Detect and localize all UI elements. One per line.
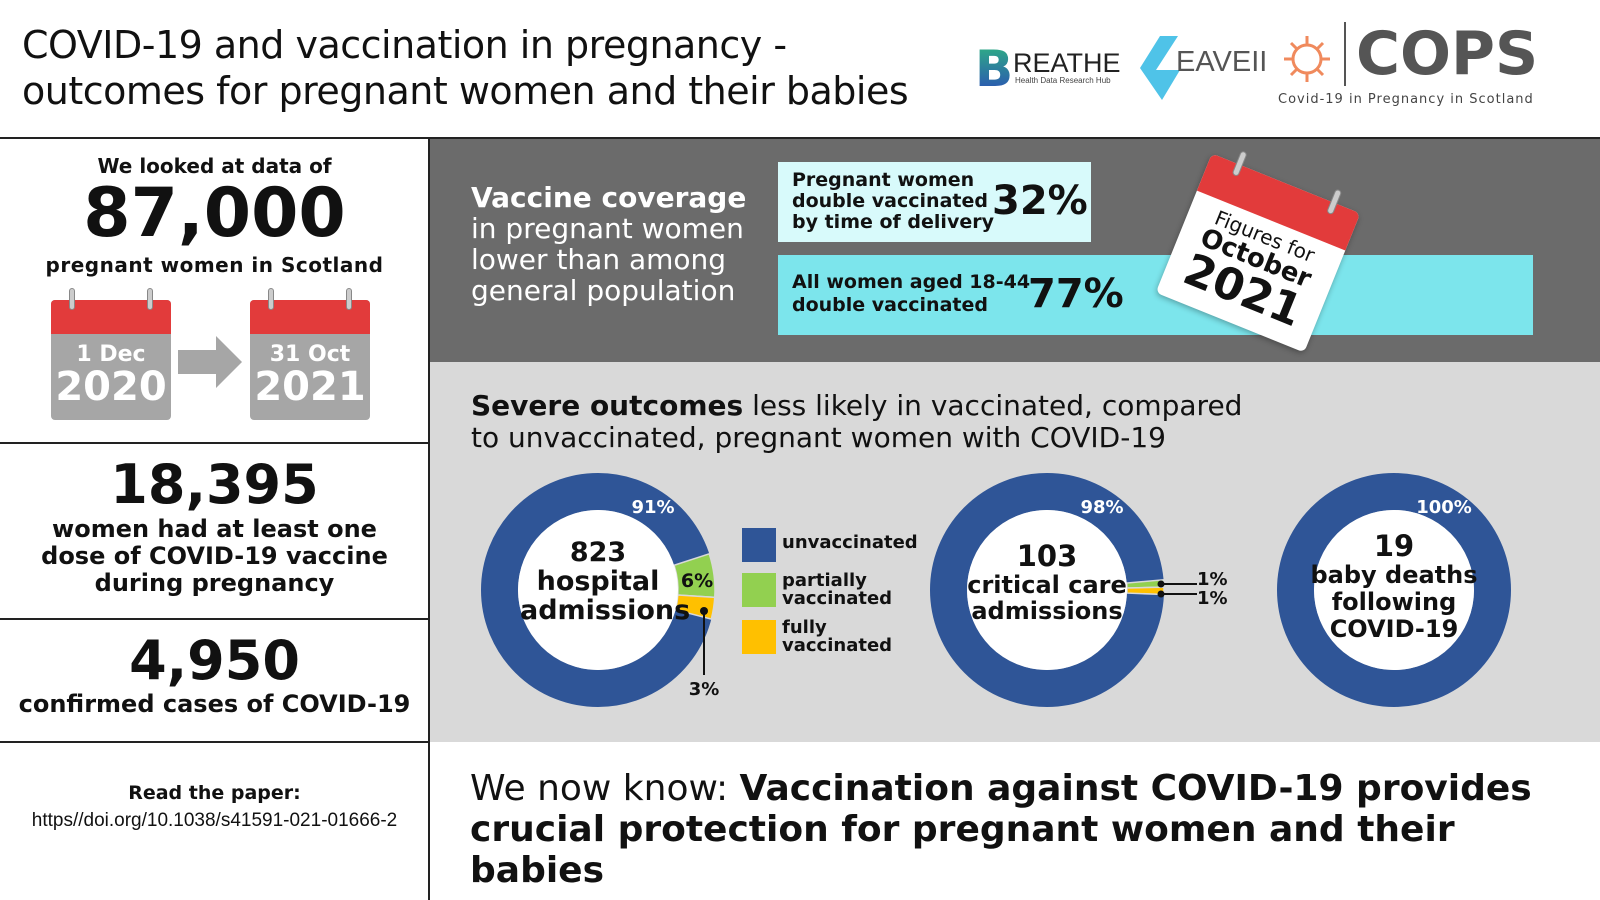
divider [0, 442, 429, 444]
pregnant-coverage-value: 32% [992, 178, 1088, 224]
breathe-logo: B REATHE Health Data Research Hub [975, 40, 1121, 98]
pregnant-label-line: double vaccinated [792, 190, 988, 212]
end-calendar-icon: 31 Oct 2021 [250, 288, 370, 420]
center-line: following [1331, 588, 1457, 616]
data-label: 3% [689, 679, 720, 700]
start-day: 1 Dec [76, 342, 146, 367]
all-label-line: All women aged 18-44 [792, 271, 1031, 293]
legend-label: partially [782, 570, 867, 591]
outcomes-heading-bold: Severe outcomes [471, 389, 744, 422]
intro-text: We looked at data of [97, 154, 332, 178]
conclusion-bold: crucial protection for pregnant women an… [470, 809, 1455, 891]
data-label: 6% [681, 570, 713, 592]
outcomes-heading-rest: less likely in vaccinated, compared [743, 389, 1243, 422]
vaccinated-label-line: dose of COVID-19 vaccine [41, 542, 388, 570]
all-women-coverage-value: 77% [1028, 271, 1124, 317]
center-line: COVID-19 [1329, 615, 1459, 643]
data-label: 91% [631, 497, 674, 518]
paper-link[interactable]: https//doi.org/10.1038/s41591-021-01666-… [31, 810, 398, 831]
data-label: 100% [1416, 497, 1472, 518]
center-line: 823 [569, 537, 627, 568]
all-women-coverage-box: All women aged 18-44 double vaccinated 7… [778, 255, 1533, 335]
vaccinated-label: women had at least one dose of COVID-19 … [0, 516, 429, 597]
title-line-1: COVID-19 and vaccination in pregnancy - [22, 23, 787, 67]
legend-label: fully [782, 617, 827, 638]
conclusion-prefix: We now know: [470, 768, 740, 809]
pregnant-label-line: Pregnant women [792, 169, 975, 191]
data-label: 1% [1197, 588, 1228, 609]
total-women-label: pregnant women in Scotland [45, 253, 384, 277]
coverage-line: general population [471, 274, 736, 307]
center-line: 103 [1016, 539, 1078, 573]
header-divider [0, 137, 1600, 139]
cops-subtitle: Covid-19 in Pregnancy in Scotland [1278, 92, 1534, 107]
virus-icon [1284, 36, 1330, 82]
legend-swatch [742, 573, 776, 607]
arrow-right-icon [178, 336, 242, 388]
center-line: admissions [520, 595, 691, 626]
start-year: 2020 [55, 364, 167, 410]
coverage-line: lower than among [471, 243, 727, 276]
conclusion-bold: Vaccination against COVID-19 provides [739, 768, 1532, 809]
paper-label: Read the paper: [128, 782, 301, 804]
total-women: 87,000 [83, 174, 346, 253]
pregnant-label-line: by time of delivery [792, 211, 994, 233]
donut2-center: 103 critical care admissions [957, 540, 1137, 624]
coverage-text: Vaccine coverage in pregnant women lower… [471, 182, 746, 306]
eave-logo: EAVEII [1140, 34, 1270, 104]
center-line: 19 [1373, 529, 1415, 563]
page-title: COVID-19 and vaccination in pregnancy - … [22, 22, 909, 114]
donut1-center: 823 hospital admissions [520, 537, 691, 626]
outcomes-heading-line2: to unvaccinated, pregnant women with COV… [471, 421, 1166, 454]
donut-hole [518, 510, 678, 670]
legend-swatch [742, 528, 776, 562]
cops-logo: COPS Covid-19 in Pregnancy in Scotland [1278, 19, 1539, 107]
outcomes-heading: Severe outcomes less likely in vaccinate… [471, 390, 1242, 454]
vaccinated-count: 18,395 [110, 453, 319, 516]
center-line: baby deaths [1310, 561, 1478, 589]
center-line: critical care [967, 571, 1127, 599]
pregnant-coverage-box: Pregnant women double vaccinated by time… [778, 162, 1091, 242]
column-divider [428, 138, 430, 900]
all-label-line: double vaccinated [792, 294, 988, 316]
divider [0, 741, 429, 743]
cases-label: confirmed cases of COVID-19 [18, 690, 411, 718]
coverage-line: in pregnant women [471, 212, 744, 245]
end-year: 2021 [254, 364, 366, 410]
data-label: 1% [1197, 569, 1228, 590]
conclusion: We now know: Vaccination against COVID-1… [470, 768, 1600, 891]
vaccinated-label-line: during pregnancy [94, 569, 335, 597]
legend-label: vaccinated [782, 588, 893, 609]
center-line: admissions [971, 597, 1123, 625]
legend-label: vaccinated [782, 635, 893, 656]
legend-label: unvaccinated [782, 532, 918, 553]
donut-slice-unvaccinated [1277, 473, 1511, 707]
cases-count: 4,950 [129, 629, 300, 692]
start-calendar-icon: 1 Dec 2020 [51, 288, 171, 420]
donut-hole [1314, 510, 1474, 670]
donut-hole [967, 510, 1127, 670]
donut3-center: 19 baby deaths following COVID-19 [1304, 530, 1484, 643]
legend-swatch [742, 620, 776, 654]
title-line-2: outcomes for pregnant women and their ba… [22, 69, 909, 113]
center-line: hospital [536, 566, 660, 597]
vaccinated-label-line: women had at least one [52, 515, 377, 543]
divider [0, 618, 429, 620]
end-day: 31 Oct [269, 342, 351, 367]
coverage-heading: Vaccine coverage [471, 181, 747, 214]
data-label: 98% [1080, 497, 1123, 518]
